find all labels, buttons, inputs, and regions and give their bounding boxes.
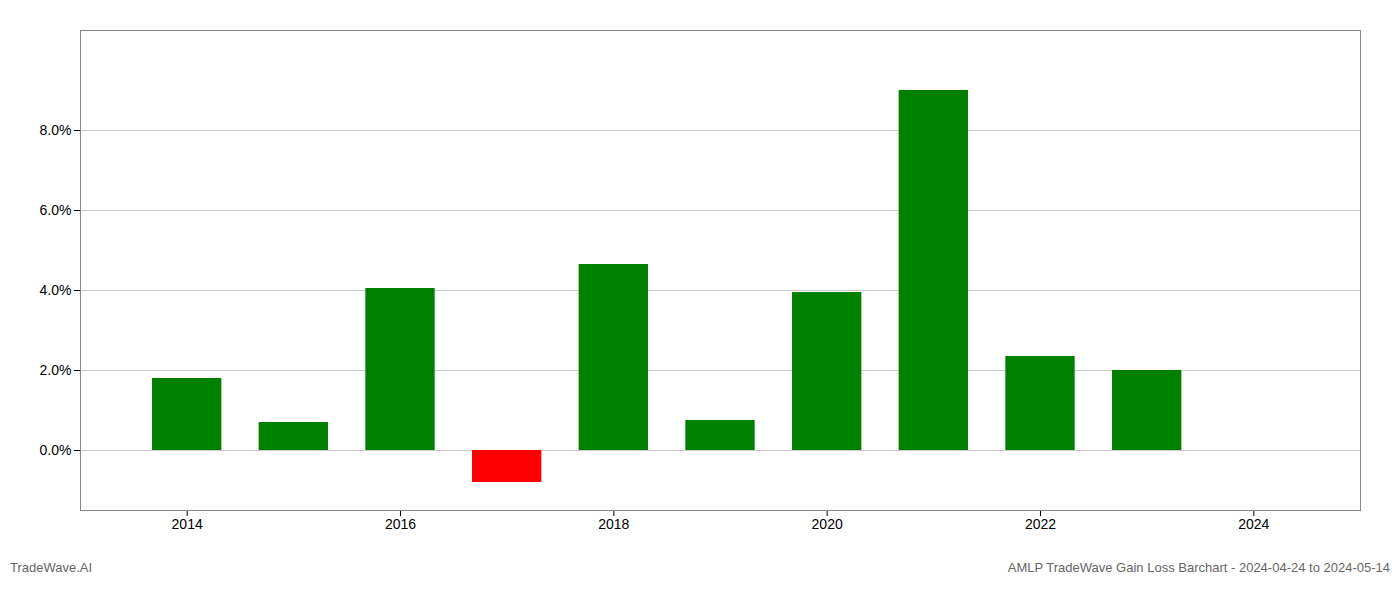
svg-text:4.0%: 4.0% — [40, 282, 72, 298]
svg-text:2014: 2014 — [172, 516, 203, 532]
svg-text:2024: 2024 — [1238, 516, 1269, 532]
svg-text:2020: 2020 — [812, 516, 843, 532]
svg-text:2.0%: 2.0% — [40, 362, 72, 378]
html-text:TradeWave.AI: TradeWave.AI — [10, 560, 93, 575]
svg-text:2016: 2016 — [385, 516, 416, 532]
svg-text:6.0%: 6.0% — [40, 202, 72, 218]
svg-text:2018: 2018 — [598, 516, 629, 532]
svg-text:2022: 2022 — [1025, 516, 1056, 532]
svg-text:8.0%: 8.0% — [40, 122, 72, 138]
html-text:AMLP TradeWave Gain Loss Barch: AMLP TradeWave Gain Loss Barchart - 2024… — [1007, 560, 1390, 575]
svg-text:0.0%: 0.0% — [40, 442, 72, 458]
